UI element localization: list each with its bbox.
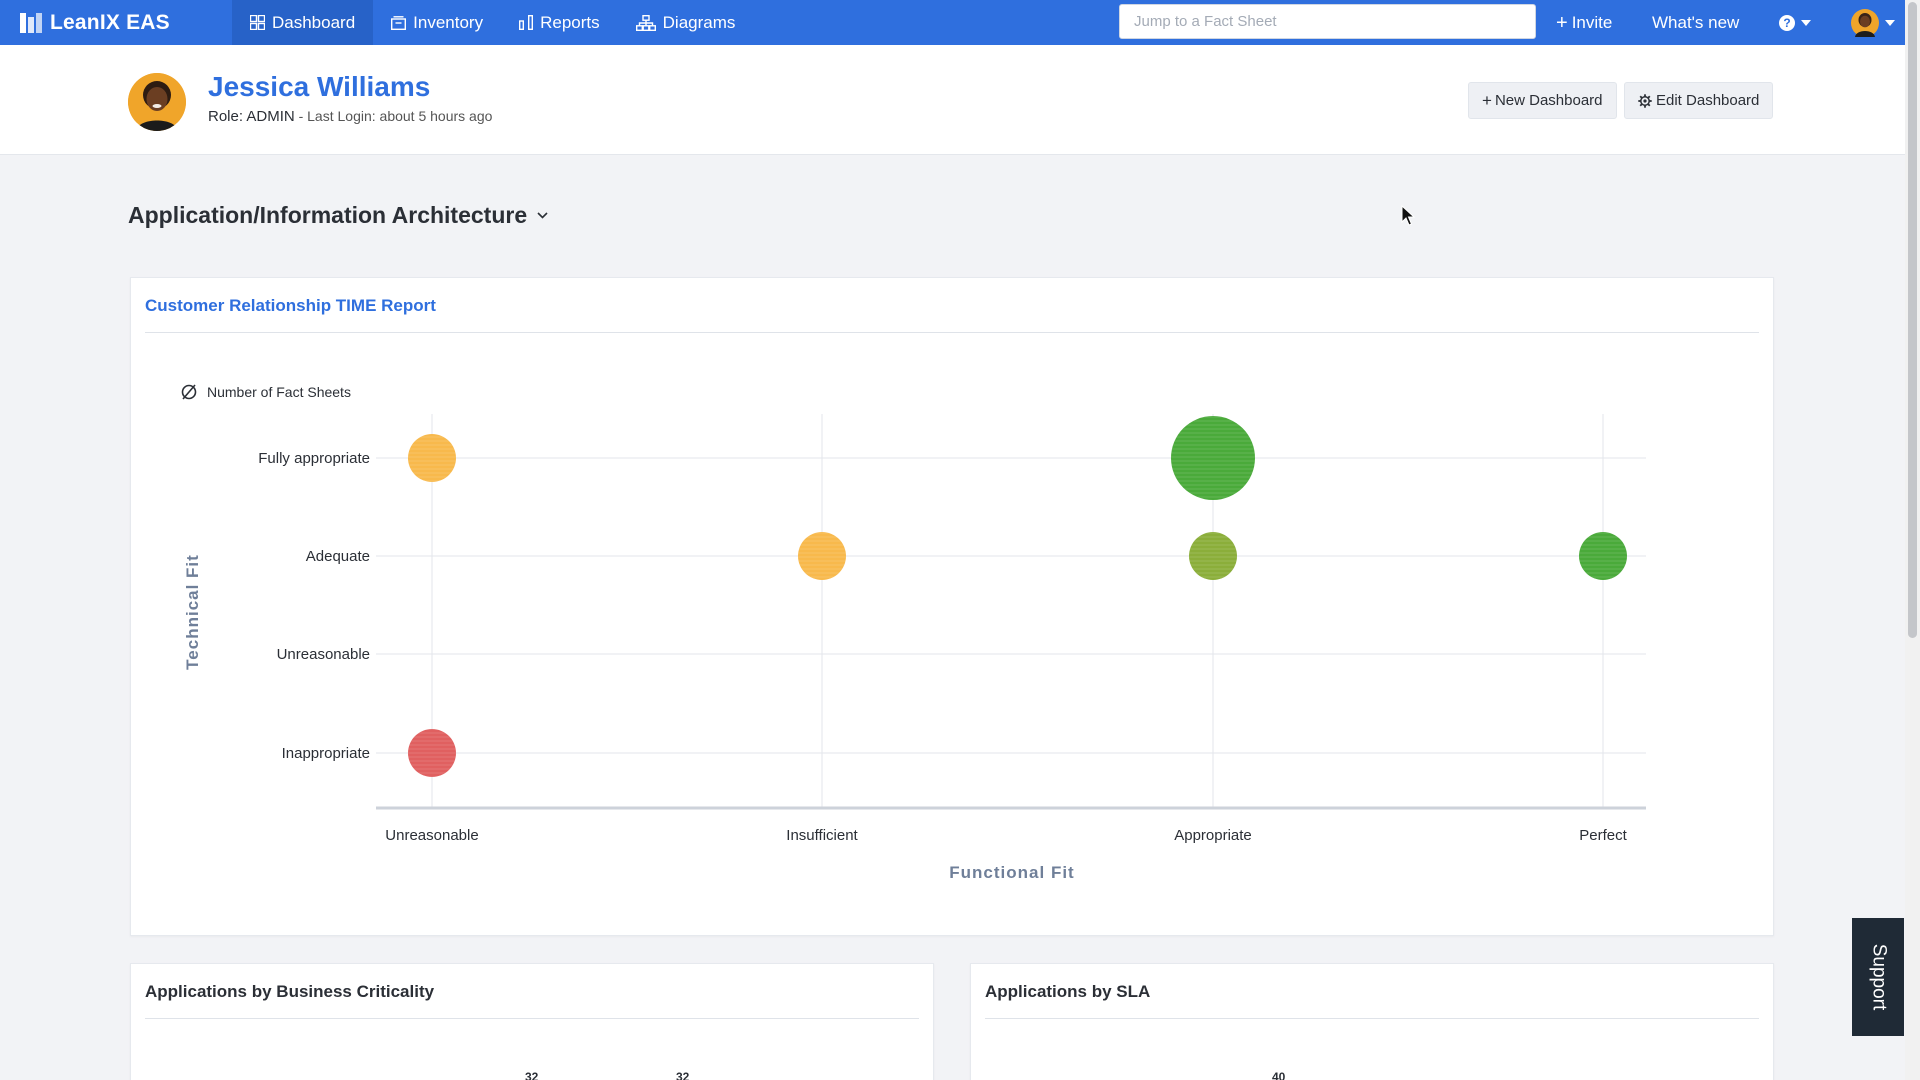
chevron-down-icon [1885, 19, 1895, 26]
support-tab[interactable]: Support [1852, 918, 1904, 1036]
plus-icon: + [1482, 91, 1492, 110]
edit-dashboard-button[interactable]: Edit Dashboard [1624, 82, 1774, 119]
legend-label: Number of Fact Sheets [207, 384, 351, 400]
nav-item-inventory[interactable]: Inventory [373, 0, 501, 45]
sla-title[interactable]: Applications by SLA [985, 982, 1151, 1001]
invite-button[interactable]: + Invite [1556, 0, 1612, 45]
fact-sheet-search-input[interactable] [1119, 4, 1536, 39]
dashboard-title: Application/Information Architecture [128, 202, 528, 228]
user-role: Role: ADMIN [208, 108, 295, 125]
brand-name: LeanIX EAS [50, 10, 170, 34]
nav-item-label: Inventory [413, 12, 484, 32]
whats-new-link[interactable]: What's new [1652, 0, 1739, 45]
nav-item-diagrams[interactable]: Diagrams [618, 0, 754, 45]
user-name: Jessica Williams [208, 71, 431, 102]
chart-legend: Number of Fact Sheets [180, 383, 351, 401]
new-dashboard-button[interactable]: + New Dashboard [1468, 82, 1617, 119]
user-meta: Role: ADMIN - Last Login: about 5 hours … [208, 108, 492, 125]
last-login: - Last Login: about 5 hours ago [294, 108, 493, 124]
help-menu-button[interactable]: ? [1779, 0, 1811, 45]
dashboard-grid-icon [250, 15, 265, 30]
leanix-logo-icon [20, 12, 42, 33]
business-criticality-title[interactable]: Applications by Business Criticality [145, 982, 435, 1001]
nav-item-reports[interactable]: Reports [501, 0, 618, 45]
new-dashboard-label: New Dashboard [1494, 92, 1603, 109]
help-circle-icon: ? [1779, 14, 1795, 31]
user-menu-button[interactable] [1851, 0, 1895, 45]
chevron-down-icon [1801, 19, 1811, 26]
bar-value-label: 32 [676, 1070, 690, 1080]
time-report-card: Customer Relationship TIME Report [130, 277, 1774, 936]
brand-logo[interactable]: LeanIX EAS [0, 0, 232, 45]
profile-header: Jessica Williams Role: ADMIN - Last Logi… [0, 45, 1905, 155]
scrollbar-thumb[interactable] [1908, 2, 1917, 638]
avatar [128, 73, 186, 131]
nav-item-label: Diagrams [662, 12, 736, 32]
mouse-cursor-icon [1401, 205, 1415, 226]
plus-icon: + [1556, 11, 1568, 34]
nav-item-label: Reports [540, 12, 600, 32]
avatar [1851, 8, 1879, 37]
chevron-down-icon [537, 212, 548, 219]
nav-item-dashboard[interactable]: Dashboard [232, 0, 374, 45]
inventory-icon [391, 15, 407, 30]
support-label: Support [1868, 943, 1890, 1011]
invite-label: Invite [1571, 12, 1613, 32]
svg-text:?: ? [1783, 16, 1790, 30]
edit-dashboard-label: Edit Dashboard [1656, 92, 1760, 109]
bar-value-label: 40 [1272, 1070, 1286, 1080]
bar-chart-icon [519, 15, 534, 30]
diameter-icon [181, 384, 197, 400]
sla-card: Applications by SLA 40 [970, 963, 1774, 1080]
business-criticality-card: Applications by Business Criticality 32 … [130, 963, 934, 1080]
time-report-title[interactable]: Customer Relationship TIME Report [145, 296, 436, 315]
whats-new-label: What's new [1652, 12, 1740, 32]
diagram-icon [635, 14, 656, 31]
card-divider [985, 1018, 1759, 1019]
card-divider [145, 332, 1759, 333]
user-avatar-image [128, 73, 186, 131]
nav-item-label: Dashboard [272, 12, 356, 32]
gear-icon [1638, 93, 1652, 108]
bar-value-label: 32 [525, 1070, 539, 1080]
top-navigation-bar: LeanIX EAS Dashboard Inventory Reports [0, 0, 1905, 45]
card-divider [145, 1018, 919, 1019]
dashboard-selector[interactable]: Application/Information Architecture [128, 202, 548, 229]
